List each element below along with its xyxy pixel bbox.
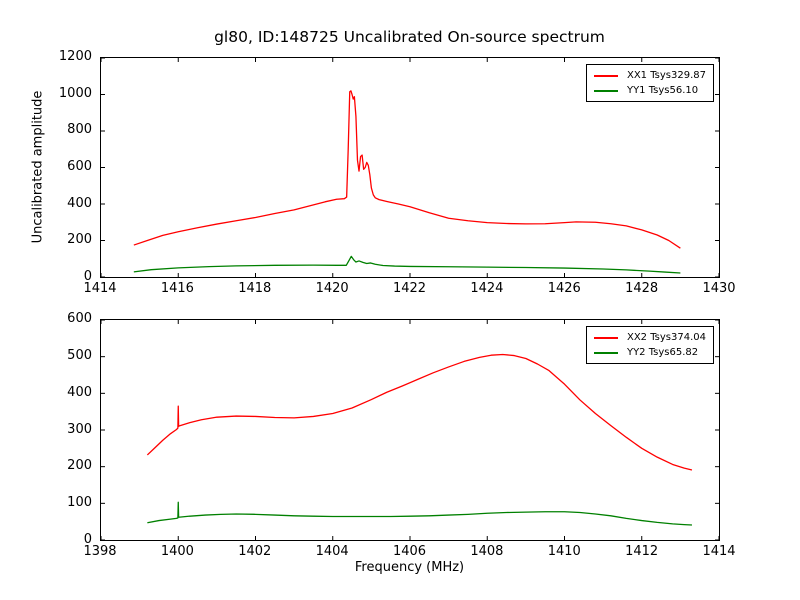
series-line-xx1 — [133, 90, 681, 249]
x-tick-label: 1414 — [702, 544, 736, 559]
y-tick-label: 0 — [83, 532, 92, 547]
y-tick-label: 1200 — [58, 49, 92, 64]
legend-entry: YY1 Tsys56.10 — [593, 83, 706, 98]
y-axis-label: Uncalibrated amplitude — [30, 90, 46, 244]
legend-top: XX1 Tsys329.87 YY1 Tsys56.10 — [585, 64, 714, 102]
legend-label: YY2 Tsys65.82 — [626, 347, 699, 358]
subplot-top: XX1 Tsys329.87 YY1 Tsys56.10 — [100, 57, 720, 278]
legend-bottom: XX2 Tsys374.04 YY2 Tsys65.82 — [585, 326, 714, 364]
legend-label: YY1 Tsys56.10 — [626, 85, 699, 96]
legend-label: XX2 Tsys374.04 — [626, 332, 706, 343]
x-tick-label: 1422 — [392, 281, 427, 296]
x-tick-label: 1428 — [625, 281, 659, 296]
x-tick-label: 1418 — [238, 281, 272, 296]
subplot-bottom: XX2 Tsys374.04 YY2 Tsys65.82 — [100, 319, 720, 541]
x-tick-label: 1412 — [625, 544, 659, 559]
y-tick-label: 300 — [67, 421, 92, 437]
x-tick-label: 1408 — [470, 544, 504, 559]
y-tick-label: 800 — [67, 122, 92, 138]
x-tick-label: 1430 — [702, 281, 736, 296]
y-tick-label: 200 — [67, 458, 92, 474]
x-tick-label: 1426 — [547, 281, 581, 296]
x-tick-label: 1400 — [160, 544, 194, 559]
x-axis-label: Frequency (MHz) — [354, 560, 465, 575]
x-tick-label: 1398 — [83, 544, 117, 559]
y-tick-label: 1000 — [58, 85, 92, 101]
x-tick-label: 1416 — [160, 281, 194, 296]
series-line-yy2 — [147, 501, 692, 526]
legend-label: XX1 Tsys329.87 — [626, 70, 706, 81]
y-tick-label: 200 — [67, 232, 92, 248]
x-tick-label: 1406 — [392, 544, 427, 559]
x-tick-label: 1420 — [315, 281, 349, 296]
series-line-yy1 — [133, 255, 681, 274]
legend-line-sample — [593, 89, 618, 92]
y-tick-label: 600 — [67, 311, 92, 326]
series-line-xx2 — [146, 353, 693, 471]
y-tick-label: 0 — [83, 269, 92, 284]
legend-entry: YY2 Tsys65.82 — [593, 345, 706, 360]
plot-canvas-top — [101, 58, 719, 277]
y-tick-label: 400 — [67, 384, 92, 400]
y-tick-label: 600 — [67, 159, 92, 174]
y-tick-label: 500 — [67, 347, 92, 363]
legend-line-sample — [593, 336, 618, 339]
legend-entry: XX2 Tsys374.04 — [593, 330, 706, 345]
legend-line-sample — [593, 74, 618, 77]
y-tick-label: 100 — [67, 495, 92, 511]
chart-title: gl80, ID:148725 Uncalibrated On-source s… — [214, 28, 605, 46]
plot-canvas-bottom — [101, 320, 719, 540]
y-tick-label: 400 — [67, 195, 92, 211]
legend-entry: XX1 Tsys329.87 — [593, 68, 706, 83]
x-tick-label: 1404 — [315, 544, 349, 559]
legend-line-sample — [593, 351, 618, 354]
x-tick-label: 1414 — [83, 281, 117, 296]
x-tick-label: 1402 — [238, 544, 272, 559]
x-tick-label: 1410 — [547, 544, 581, 559]
x-tick-label: 1424 — [470, 281, 504, 296]
